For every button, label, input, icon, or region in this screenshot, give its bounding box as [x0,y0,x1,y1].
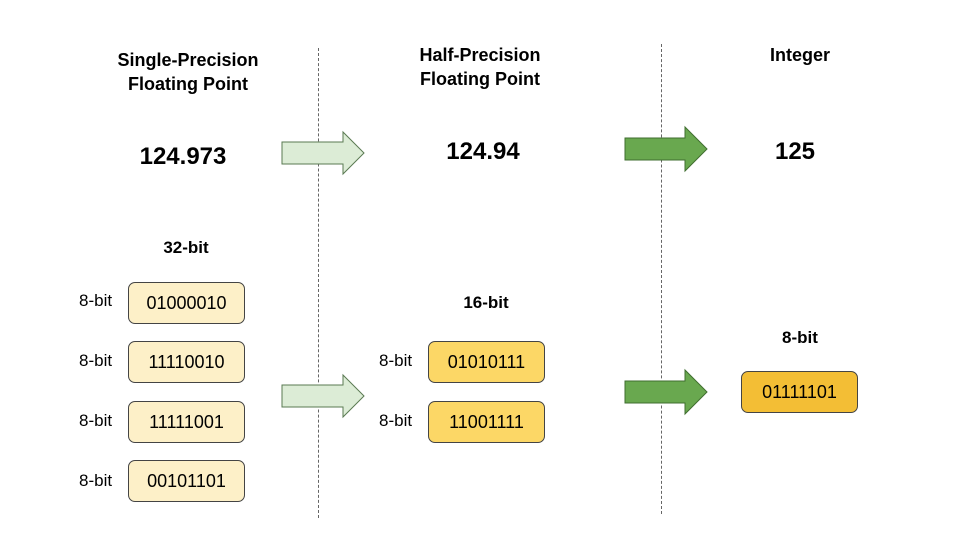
value-single: 124.973 [139,143,227,170]
divider-right [661,44,662,514]
byte-label: 8-bit [379,411,413,430]
value-integer: 125 [774,138,816,165]
byte-label: 8-bit [79,471,113,490]
value-half: 124.94 [446,138,520,165]
divider-left [318,48,319,518]
byte-box: 01000010 [128,282,245,324]
title-integer: Integer [700,43,900,67]
byte-box: 11001111 [428,401,545,443]
arrow-pale-bottom-icon [281,373,365,419]
bits-total-single: 32-bit [163,238,209,257]
byte-label: 8-bit [379,351,413,370]
title-single-line2: Floating Point [128,74,248,94]
byte-label: 8-bit [79,291,113,310]
title-half-line2: Floating Point [420,69,540,89]
byte-box: 01111101 [741,371,858,413]
arrow-dark-top-icon [624,125,708,173]
byte-box: 01010111 [428,341,545,383]
byte-box: 11111001 [128,401,245,443]
byte-label: 8-bit [79,351,113,370]
bits-total-integer: 8-bit [782,328,818,347]
title-half-line1: Half-Precision [419,45,541,65]
arrow-dark-bottom-icon [624,368,708,416]
arrow-pale-top-icon [281,130,365,176]
bits-total-half: 16-bit [463,293,509,312]
title-integer-line1: Integer [769,45,830,65]
title-half-precision: Half-Precision Floating Point [380,43,580,91]
byte-box: 11110010 [128,341,245,383]
byte-label: 8-bit [79,411,113,430]
title-single-line1: Single-Precision [117,50,259,70]
title-single-precision: Single-Precision Floating Point [88,48,288,96]
byte-box: 00101101 [128,460,245,502]
